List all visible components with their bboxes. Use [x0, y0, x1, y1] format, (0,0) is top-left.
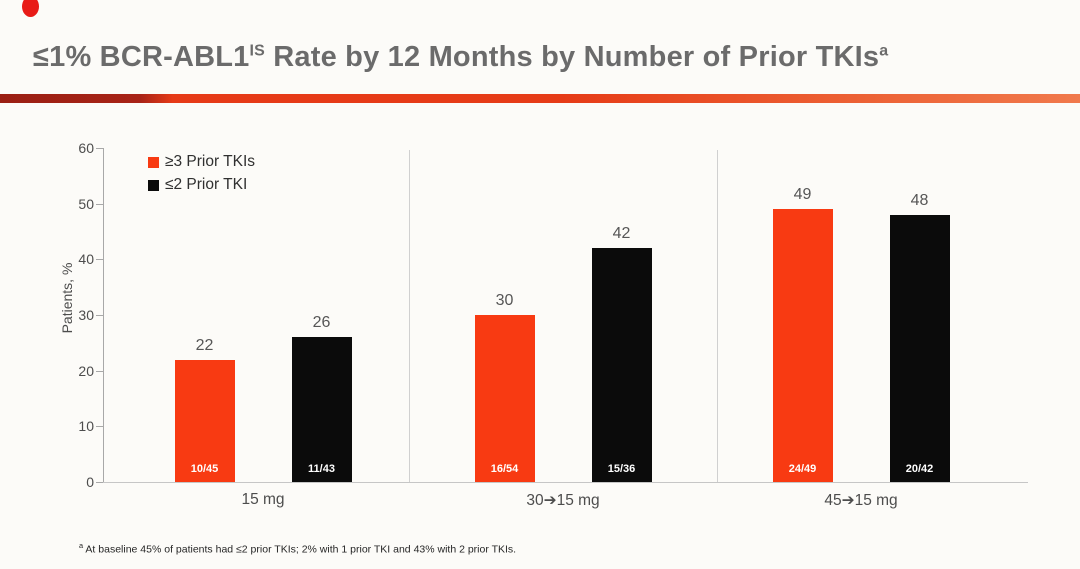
bar-fraction-label: 10/45: [190, 462, 219, 475]
group-separator-1: [409, 150, 410, 482]
legend-label: ≤2 Prior TKI: [165, 176, 248, 193]
footnote-superscript: a: [79, 541, 84, 550]
bar-s2-g2: 15/36: [591, 248, 652, 482]
y-tick-mark: [96, 370, 103, 372]
bar-fraction-label: 24/49: [788, 462, 817, 475]
bar-s1-g3: 24/49: [772, 209, 833, 482]
slide-title: ≤1% BCR-ABL1IS Rate by 12 Months by Numb…: [33, 41, 888, 74]
y-tick-label: 50: [78, 195, 94, 212]
chart-legend: ≥3 Prior TKIs ≤2 Prior TKI: [148, 153, 255, 199]
title-superscript-is: IS: [249, 42, 265, 60]
y-tick-label: 0: [86, 474, 94, 490]
legend-swatch-icon: [148, 179, 159, 191]
x-category-label: 45➔15 mg: [824, 492, 898, 509]
y-axis-title: Patients, %: [59, 262, 75, 334]
y-tick-label: 30: [78, 307, 94, 323]
legend-label: ≥3 Prior TKIs: [165, 153, 256, 170]
bar-s2-g1: 11/43: [291, 337, 352, 482]
bar-value-label: 22: [195, 336, 214, 354]
title-main: ≤1% BCR-ABL1: [33, 41, 250, 73]
footnote-text: At baseline 45% of patients had ≤2 prior…: [83, 543, 517, 556]
accent-dot-icon: [22, 0, 39, 17]
x-category-label: 30➔15 mg: [526, 492, 600, 509]
bar-fraction-label: 20/42: [905, 462, 934, 475]
y-tick-mark: [96, 315, 103, 316]
y-tick-mark: [96, 259, 103, 261]
y-tick-label: 60: [78, 140, 94, 156]
bar-value-label: 30: [495, 292, 514, 309]
bar-fraction-label: 15/36: [607, 462, 636, 475]
y-tick-label: 20: [78, 362, 94, 379]
y-tick-mark: [96, 203, 103, 205]
bar-fraction-label: 16/54: [490, 463, 519, 475]
bar-value-label: 49: [793, 186, 812, 204]
title-rest: Rate by 12 Months by Number of Prior TKI…: [264, 41, 880, 73]
y-tick-mark: [96, 482, 103, 483]
bar-value-label: 26: [312, 314, 331, 332]
y-tick-label: 40: [78, 251, 94, 268]
bar-value-label: 42: [612, 225, 631, 243]
legend-swatch-icon: [148, 156, 159, 168]
y-tick-mark: [96, 426, 103, 428]
y-tick-mark: [96, 148, 103, 149]
bar-s1-g1: 10/45: [174, 359, 235, 482]
bar-s1-g2: 16/54: [474, 315, 535, 482]
group-separator-2: [717, 150, 718, 482]
bar-s2-g3: 20/42: [889, 214, 950, 482]
y-axis-line: [103, 148, 104, 482]
legend-item-2: ≤2 Prior TKI: [148, 176, 255, 194]
x-category-label: 15 mg: [241, 491, 285, 508]
title-superscript-a: a: [879, 42, 889, 60]
footnote: a At baseline 45% of patients had ≤2 pri…: [79, 541, 516, 556]
y-tick-label: 10: [78, 418, 94, 435]
legend-item-1: ≥3 Prior TKIs: [148, 153, 255, 171]
accent-gradient-bar: [0, 94, 1080, 103]
bar-fraction-label: 11/43: [308, 462, 335, 475]
x-axis-line: [103, 482, 1028, 483]
bar-value-label: 48: [910, 191, 929, 209]
